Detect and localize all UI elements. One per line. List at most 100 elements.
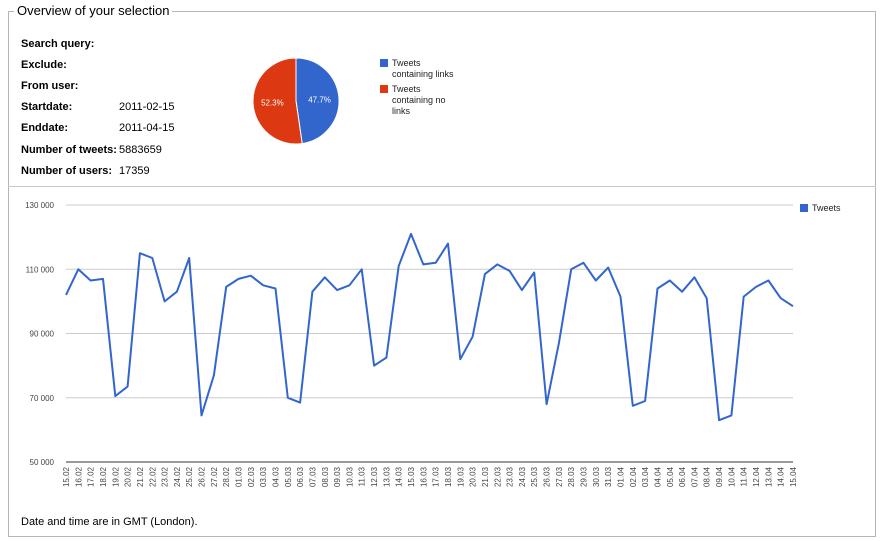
line-legend-label: Tweets bbox=[812, 203, 841, 213]
info-row: From user: bbox=[21, 75, 174, 96]
x-tick-label: 24.02 bbox=[173, 466, 182, 487]
series-line-tweets bbox=[65, 232, 794, 422]
x-tick-label: 15.03 bbox=[407, 466, 416, 487]
legend-swatch-blue bbox=[800, 204, 808, 212]
x-tick-label: 16.02 bbox=[74, 466, 83, 487]
x-tick-label: 20.03 bbox=[469, 466, 478, 487]
x-tick-label: 24.03 bbox=[518, 466, 527, 487]
x-tick-label: 25.03 bbox=[530, 466, 539, 487]
x-tick-label: 02.04 bbox=[629, 466, 638, 487]
x-tick-label: 13.03 bbox=[382, 466, 391, 487]
info-row: Search query: bbox=[21, 33, 174, 54]
line-legend[interactable]: Tweets bbox=[800, 203, 841, 213]
field-value: 2011-02-15 bbox=[119, 101, 175, 114]
x-tick-label: 28.03 bbox=[567, 466, 576, 487]
field-label: Exclude: bbox=[21, 58, 67, 71]
x-tick-label: 26.03 bbox=[543, 466, 552, 487]
x-tick-label: 14.03 bbox=[395, 466, 404, 487]
x-tick-label: 12.04 bbox=[752, 466, 761, 487]
info-row: Number of tweets: 5883659 bbox=[21, 139, 174, 160]
selection-overview-panel bbox=[8, 11, 876, 537]
x-tick-label: 23.02 bbox=[161, 466, 170, 487]
field-label: Number of tweets: bbox=[21, 143, 117, 156]
x-tick-label: 10.03 bbox=[345, 466, 354, 487]
field-label: Number of users: bbox=[21, 164, 113, 177]
x-tick-label: 09.03 bbox=[333, 466, 342, 487]
x-tick-label: 15.04 bbox=[789, 466, 798, 487]
x-tick-label: 07.04 bbox=[690, 466, 699, 487]
legend-swatch-red bbox=[380, 85, 388, 93]
y-tick-label: 130 000 bbox=[25, 201, 54, 210]
x-tick-label: 03.04 bbox=[641, 466, 650, 487]
x-tick-label: 30.03 bbox=[592, 466, 601, 487]
x-tick-label: 22.02 bbox=[148, 466, 157, 487]
legend-swatch-blue bbox=[380, 59, 388, 67]
y-tick-label: 90 000 bbox=[30, 330, 55, 339]
x-tick-label: 20.02 bbox=[124, 466, 133, 487]
x-tick-label: 09.04 bbox=[715, 466, 724, 487]
y-tick-label: 70 000 bbox=[30, 394, 55, 403]
x-tick-label: 02.03 bbox=[247, 466, 256, 487]
x-tick-label: 16.03 bbox=[419, 466, 428, 487]
x-tick-label: 23.03 bbox=[506, 466, 515, 487]
x-tick-label: 22.03 bbox=[493, 466, 502, 487]
x-tick-label: 15.02 bbox=[62, 466, 71, 487]
x-tick-label: 31.03 bbox=[604, 466, 613, 487]
x-tick-label: 27.03 bbox=[555, 466, 564, 487]
info-row: Enddate: 2011-04-15 bbox=[21, 118, 174, 139]
x-tick-label: 29.03 bbox=[580, 466, 589, 487]
field-value: 5883659 bbox=[119, 143, 162, 156]
field-label: Search query: bbox=[21, 37, 95, 50]
field-label: From user: bbox=[21, 79, 79, 92]
y-tick-label: 110 000 bbox=[26, 265, 55, 274]
pie-legend-label: Tweets containing no links bbox=[392, 84, 446, 116]
info-row: Number of users: 17359 bbox=[21, 160, 174, 181]
field-value: 2011-04-15 bbox=[119, 122, 175, 135]
field-label: Enddate: bbox=[21, 122, 69, 135]
x-tick-label: 17.02 bbox=[87, 466, 96, 487]
pie-legend-item[interactable]: Tweets containing links bbox=[380, 58, 460, 80]
info-row: Exclude: bbox=[21, 54, 174, 75]
x-tick-label: 07.03 bbox=[308, 466, 317, 487]
x-tick-label: 19.03 bbox=[456, 466, 465, 487]
x-tick-label: 01.03 bbox=[235, 466, 244, 487]
x-tick-label: 11.04 bbox=[740, 466, 749, 486]
y-tick-label: 50 000 bbox=[30, 458, 55, 467]
x-tick-label: 05.03 bbox=[284, 466, 293, 487]
pie-legend: Tweets containing links Tweets containin… bbox=[380, 58, 460, 121]
x-tick-label: 10.04 bbox=[727, 466, 736, 487]
x-tick-label: 06.04 bbox=[678, 466, 687, 487]
x-tick-label: 08.03 bbox=[321, 466, 330, 487]
x-tick-label: 11.03 bbox=[358, 466, 367, 486]
x-tick-label: 21.02 bbox=[136, 466, 145, 487]
x-tick-label: 05.04 bbox=[666, 466, 675, 487]
x-tick-label: 13.04 bbox=[764, 466, 773, 487]
x-tick-label: 04.04 bbox=[653, 466, 662, 487]
x-tick-label: 04.03 bbox=[271, 466, 280, 487]
x-tick-label: 27.02 bbox=[210, 466, 219, 487]
x-tick-label: 14.04 bbox=[777, 466, 786, 487]
info-row: Startdate: 2011-02-15 bbox=[21, 97, 174, 118]
x-tick-label: 26.02 bbox=[198, 466, 207, 487]
x-tick-label: 25.02 bbox=[185, 466, 194, 487]
panel-title: Overview of your selection bbox=[14, 3, 173, 18]
x-tick-label: 03.03 bbox=[259, 466, 268, 487]
selection-info: Search query: Exclude: From user: Startd… bbox=[21, 33, 174, 181]
field-value: 17359 bbox=[119, 164, 150, 177]
x-tick-label: 12.03 bbox=[370, 466, 379, 487]
x-tick-label: 28.02 bbox=[222, 466, 231, 487]
x-tick-label: 01.04 bbox=[616, 466, 625, 487]
x-tick-label: 18.02 bbox=[99, 466, 108, 487]
pie-legend-label: Tweets containing links bbox=[392, 58, 454, 79]
x-tick-label: 08.04 bbox=[703, 466, 712, 487]
x-tick-label: 21.03 bbox=[481, 466, 490, 487]
x-tick-label: 17.03 bbox=[432, 466, 441, 487]
section-divider bbox=[8, 186, 876, 187]
x-tick-label: 19.02 bbox=[111, 466, 120, 487]
x-tick-label: 06.03 bbox=[296, 466, 305, 487]
pie-legend-item[interactable]: Tweets containing no links bbox=[380, 84, 460, 117]
timezone-note: Date and time are in GMT (London). bbox=[21, 516, 198, 528]
field-label: Startdate: bbox=[21, 101, 73, 114]
x-tick-label: 18.03 bbox=[444, 466, 453, 487]
